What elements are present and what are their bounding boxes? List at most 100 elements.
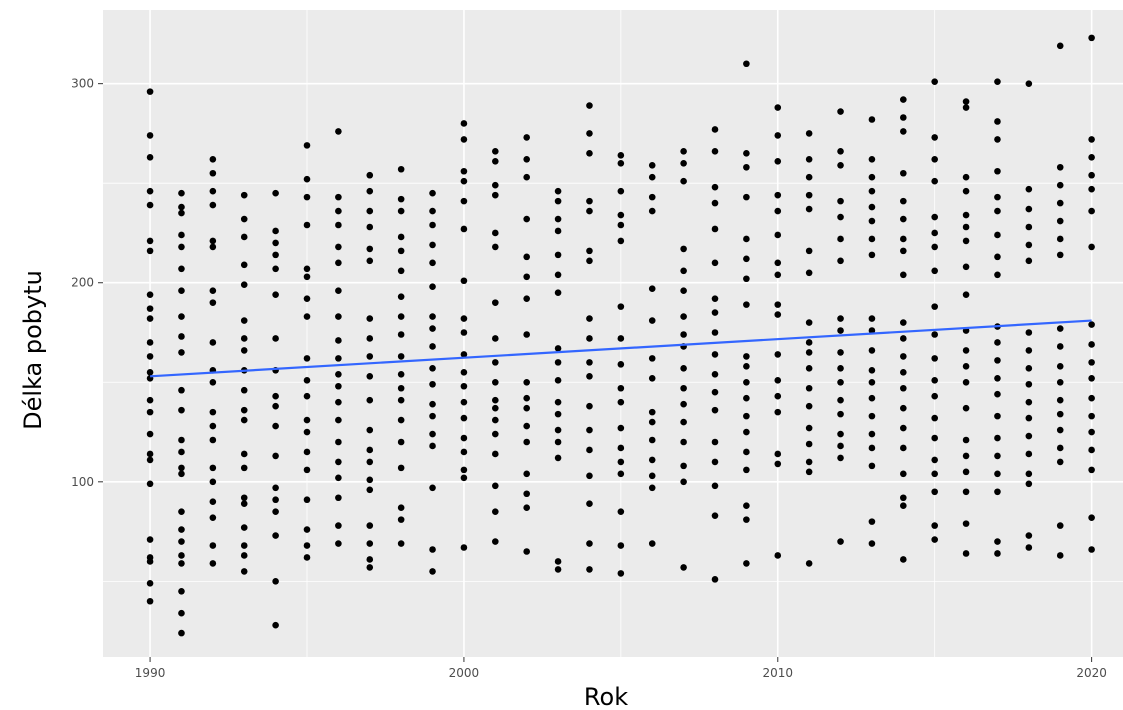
data-point: [805, 319, 813, 326]
data-point: [429, 283, 436, 291]
data-point: [931, 213, 938, 221]
data-point: [146, 315, 154, 322]
data-point: [900, 247, 907, 255]
data-point: [429, 189, 436, 197]
data-point: [492, 148, 499, 155]
data-point: [805, 349, 813, 356]
data-point: [366, 171, 374, 179]
data-point: [146, 408, 154, 416]
data-point: [837, 161, 844, 169]
data-point: [900, 470, 907, 478]
data-point: [1056, 444, 1064, 452]
data-point: [178, 265, 185, 273]
data-point: [272, 621, 279, 629]
data-point: [397, 416, 405, 424]
data-point: [837, 365, 844, 372]
data-point: [335, 382, 342, 390]
data-point: [335, 313, 342, 320]
data-point: [178, 333, 185, 340]
data-point: [680, 177, 687, 185]
data-point: [523, 438, 530, 446]
data-point: [931, 536, 938, 543]
data-point: [303, 193, 311, 201]
data-point: [523, 253, 530, 261]
data-point: [240, 215, 248, 223]
data-point: [994, 390, 1001, 398]
data-point: [774, 104, 782, 111]
data-point: [1056, 343, 1064, 350]
data-point: [1025, 470, 1033, 478]
data-point: [648, 472, 656, 480]
data-point: [1056, 363, 1064, 370]
data-point: [1056, 458, 1064, 466]
data-point: [900, 404, 907, 412]
data-point: [240, 347, 248, 354]
data-point: [1025, 544, 1033, 551]
data-point: [178, 386, 185, 394]
data-point: [146, 247, 154, 255]
data-point: [680, 418, 687, 426]
data-point: [460, 197, 468, 205]
data-point: [617, 361, 625, 368]
data-point: [900, 556, 907, 563]
data-point: [460, 351, 468, 358]
data-point: [146, 132, 154, 139]
data-point: [209, 514, 217, 521]
data-point: [743, 412, 750, 420]
data-point: [868, 315, 876, 322]
data-point: [178, 313, 185, 320]
data-point: [617, 384, 625, 392]
data-point: [1056, 251, 1064, 259]
data-point: [1088, 171, 1095, 179]
data-point: [272, 227, 279, 235]
data-point: [868, 378, 876, 386]
data-point: [397, 353, 405, 360]
data-point: [743, 353, 750, 360]
data-point: [397, 165, 405, 173]
data-point: [868, 116, 876, 123]
data-point: [1056, 410, 1064, 418]
data-point: [146, 154, 154, 161]
data-point: [335, 398, 342, 406]
data-point: [805, 424, 813, 432]
data-point: [523, 173, 530, 181]
data-point: [178, 560, 185, 567]
data-point: [366, 223, 374, 231]
data-point: [617, 335, 625, 342]
data-point: [146, 201, 154, 209]
data-point: [774, 132, 782, 139]
data-point: [743, 502, 750, 510]
data-point: [962, 173, 970, 181]
data-point: [554, 215, 562, 223]
data-point: [554, 558, 562, 565]
data-point: [429, 207, 436, 215]
data-point: [429, 313, 436, 320]
data-point: [366, 245, 374, 253]
data-point: [554, 359, 562, 366]
data-point: [460, 434, 468, 442]
data-point: [554, 454, 562, 462]
data-point: [805, 339, 813, 346]
data-point: [209, 237, 217, 245]
data-point: [711, 225, 719, 233]
data-point: [523, 331, 530, 338]
data-point: [774, 157, 782, 165]
data-point: [962, 263, 970, 271]
data-point: [1056, 199, 1064, 207]
data-point: [272, 251, 279, 259]
data-point: [1025, 223, 1033, 231]
data-point: [178, 464, 185, 472]
data-point: [492, 450, 499, 458]
data-point: [178, 588, 185, 595]
data-point: [805, 440, 813, 448]
data-point: [900, 353, 907, 360]
data-point: [303, 466, 311, 474]
data-point: [492, 378, 499, 386]
data-point: [554, 566, 562, 573]
data-point: [994, 118, 1001, 125]
data-point: [900, 319, 907, 326]
data-point: [335, 287, 342, 294]
data-point: [900, 444, 907, 452]
data-point: [460, 120, 468, 127]
data-point: [962, 378, 970, 386]
